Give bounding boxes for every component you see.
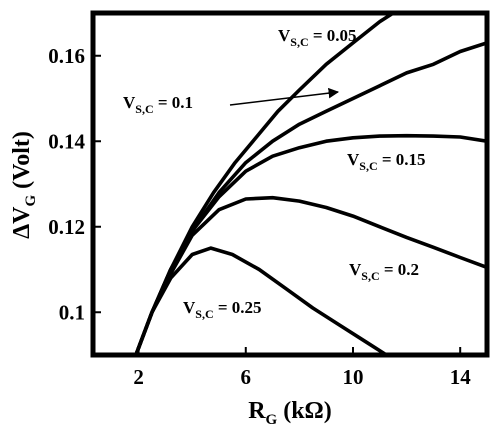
curve-label-vsc-005: VS,C = 0.05 <box>278 26 357 49</box>
x-tick-label: 2 <box>133 365 144 389</box>
y-tick-label: 0.1 <box>59 300 85 324</box>
x-tick-label: 6 <box>241 365 252 389</box>
curve-label-vsc-01: VS,C = 0.1 <box>123 93 193 116</box>
x-tick-label: 14 <box>450 365 472 389</box>
series-line-4 <box>134 195 487 355</box>
x-tick-label: 10 <box>342 365 363 389</box>
series-line-5 <box>134 246 390 355</box>
curves-layer <box>134 13 487 355</box>
annotation-arrow <box>229 87 340 106</box>
y-tick-label: 0.14 <box>48 129 85 153</box>
x-axis-label: RG (kΩ) <box>248 398 332 427</box>
plot-frame <box>90 10 490 358</box>
y-axis-label: ΔVG (Volt) <box>9 131 39 239</box>
y-tick-label: 0.16 <box>48 44 85 68</box>
curve-label-vsc-02: VS,C = 0.2 <box>349 260 419 283</box>
y-tick-label: 0.12 <box>48 215 85 239</box>
y-axis-ticks: 0.1 0.12 0.14 0.16 <box>48 44 101 324</box>
series-line-3 <box>134 133 487 355</box>
curve-label-vsc-015: VS,C = 0.15 <box>347 150 426 173</box>
x-axis-ticks: 2 6 10 14 <box>133 347 471 389</box>
curve-label-vsc-025: VS,C = 0.25 <box>183 298 262 321</box>
